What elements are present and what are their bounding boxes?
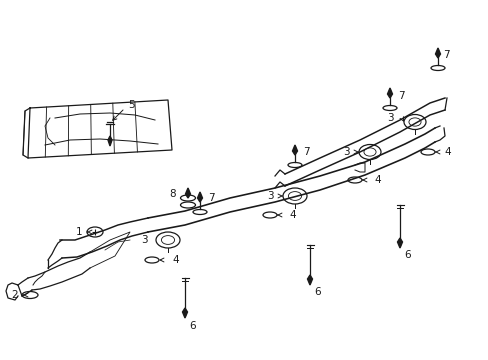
- Polygon shape: [307, 275, 312, 285]
- Text: 4: 4: [172, 255, 178, 265]
- Text: 4: 4: [288, 210, 295, 220]
- Text: 6: 6: [314, 287, 321, 297]
- Text: 3: 3: [343, 147, 349, 157]
- Polygon shape: [292, 145, 297, 155]
- Text: 2: 2: [11, 290, 18, 300]
- Polygon shape: [435, 48, 440, 58]
- Text: 7: 7: [397, 91, 404, 101]
- Text: 5: 5: [128, 100, 134, 110]
- Text: 3: 3: [386, 113, 393, 123]
- Text: 7: 7: [207, 193, 214, 203]
- Text: 4: 4: [373, 175, 380, 185]
- Text: 4: 4: [443, 147, 450, 157]
- Polygon shape: [197, 192, 202, 202]
- Text: 7: 7: [442, 50, 448, 60]
- Polygon shape: [386, 88, 392, 98]
- Text: 8: 8: [169, 189, 176, 199]
- Text: 3: 3: [141, 235, 148, 245]
- Text: 6: 6: [404, 250, 410, 260]
- Text: 3: 3: [267, 191, 273, 201]
- Polygon shape: [182, 308, 187, 318]
- Text: 6: 6: [189, 321, 196, 331]
- Text: 7: 7: [303, 147, 309, 157]
- Text: 1: 1: [75, 227, 82, 237]
- Polygon shape: [397, 238, 402, 248]
- Polygon shape: [108, 136, 112, 146]
- Polygon shape: [185, 188, 190, 198]
